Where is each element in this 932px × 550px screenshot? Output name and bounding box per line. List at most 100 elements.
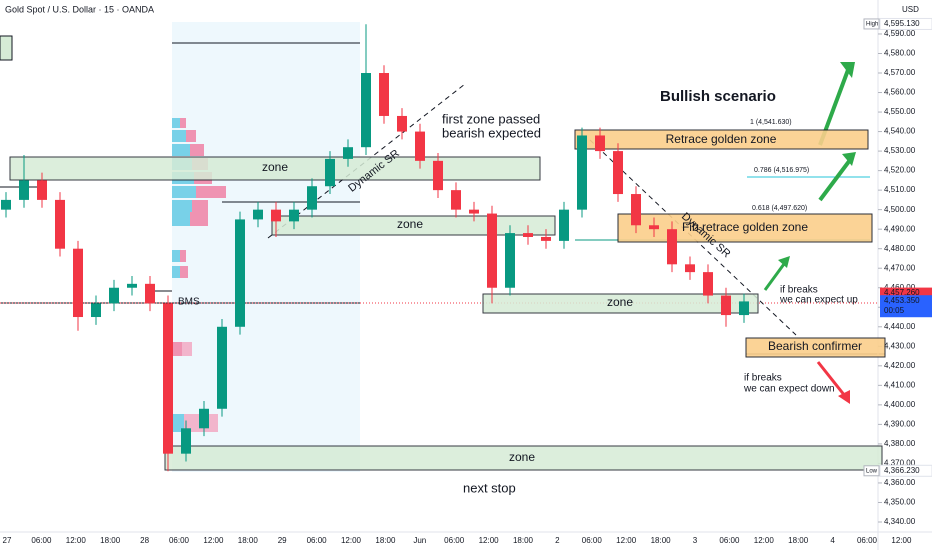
y-tick-label: 4,500.00 [884, 205, 916, 214]
x-tick-label: 18:00 [100, 536, 121, 545]
candle-body [595, 135, 605, 152]
candle-body [109, 287, 119, 304]
zone-box [745, 337, 886, 358]
candle-body [433, 160, 443, 191]
annotation: first zone passed [442, 111, 540, 126]
price-label: 4,457.260 [884, 288, 920, 297]
zone-box [9, 156, 541, 181]
tag: Low [866, 468, 878, 474]
x-tick-label: 18:00 [375, 536, 396, 545]
candle-body [379, 73, 389, 116]
x-tick-label: 12:00 [341, 536, 362, 545]
zone-label: zone [262, 160, 288, 174]
x-tick-label: 18:00 [788, 536, 809, 545]
annotation: next stop [463, 480, 516, 495]
arrow [763, 263, 786, 291]
x-tick-label: 28 [140, 536, 149, 545]
candle-body [19, 180, 29, 200]
zone-box [617, 213, 873, 243]
candle-body [703, 272, 713, 296]
y-tick-label: 4,430.00 [884, 341, 916, 350]
x-tick-label: 06:00 [31, 536, 52, 545]
candle-body [577, 135, 587, 210]
zone-label: zone [397, 217, 423, 231]
candle-body [451, 190, 461, 210]
candle-body [361, 73, 371, 148]
y-tick-label: 4,520.00 [884, 166, 916, 175]
fib-label: 0.786 (4,516.975) [754, 167, 809, 174]
candle-body [145, 283, 155, 304]
x-tick-label: 18:00 [513, 536, 534, 545]
price-label: 4,366.230 [884, 466, 920, 475]
x-tick-label: 3 [693, 536, 698, 545]
x-tick-label: 06:00 [582, 536, 603, 545]
x-tick-label: 12:00 [891, 536, 912, 545]
zone-label: zone [607, 295, 633, 309]
trend-line [267, 83, 466, 239]
x-tick-label: 12:00 [754, 536, 775, 545]
tag-box [863, 465, 880, 477]
arrow-head [840, 62, 855, 78]
candle-body [1, 199, 11, 210]
price-label-box [879, 464, 932, 477]
chart-title: Gold Spot / U.S. Dollar · 15 · OANDA [5, 4, 154, 14]
price-label-box [879, 17, 932, 30]
countdown: 00:05 [884, 306, 905, 315]
y-tick-label: 4,350.00 [884, 498, 916, 507]
arrow-head [778, 256, 790, 268]
candle-body [559, 209, 569, 241]
price-label: 4,453.350 [884, 296, 920, 305]
x-tick-label: 2 [555, 536, 560, 545]
y-tick-label: 4,570.00 [884, 68, 916, 77]
annotation: if breaks [744, 373, 782, 384]
y-tick-label: 4,560.00 [884, 88, 916, 97]
zone-box [574, 129, 869, 150]
candle-body [415, 131, 425, 161]
x-tick-label: 4 [830, 536, 835, 545]
y-tick-label: 4,410.00 [884, 380, 916, 389]
candle-body [739, 301, 749, 316]
candle-body [631, 194, 641, 226]
arrow-head [842, 152, 856, 166]
arrow-head [838, 390, 850, 404]
y-tick-label: 4,530.00 [884, 146, 916, 155]
arrow [818, 158, 852, 202]
candle-body [685, 264, 695, 273]
price-label-box [880, 287, 932, 299]
candle-body [523, 233, 533, 237]
candle-body [181, 428, 191, 454]
zone-label: Bearish confirmer [768, 339, 862, 353]
y-tick-label: 4,360.00 [884, 478, 916, 487]
x-tick-label: 06:00 [444, 536, 465, 545]
y-tick-label: 4,540.00 [884, 127, 916, 136]
y-tick-label: 4,370.00 [884, 459, 916, 468]
zone-box [164, 445, 883, 471]
y-tick-label: 4,470.00 [884, 263, 916, 272]
candle-body [397, 115, 407, 132]
zone-box [271, 215, 556, 236]
candle-body [541, 236, 551, 241]
y-tick-label: 4,490.00 [884, 224, 916, 233]
candle-body [343, 147, 353, 159]
x-tick-label: 06:00 [307, 536, 328, 545]
x-tick-label: Jun [413, 536, 426, 545]
y-tick-label: 4,510.00 [884, 185, 916, 194]
annotation: we can expect up [779, 295, 858, 306]
candle-body [253, 209, 263, 220]
candle-body [325, 158, 335, 187]
candle-body [667, 229, 677, 265]
zone-box [0, 35, 13, 61]
currency: USD [902, 5, 919, 14]
x-tick-label: 18:00 [651, 536, 672, 545]
profile-area [172, 22, 360, 472]
price-label-box [880, 295, 932, 318]
candle-body [469, 209, 479, 214]
x-tick-label: 29 [278, 536, 287, 545]
candle-body [37, 180, 47, 200]
candle-body [649, 225, 659, 230]
y-tick-label: 4,590.00 [884, 29, 916, 38]
candle-body [235, 219, 245, 327]
y-tick-label: 4,440.00 [884, 322, 916, 331]
price-label: 4,595.130 [884, 19, 920, 28]
